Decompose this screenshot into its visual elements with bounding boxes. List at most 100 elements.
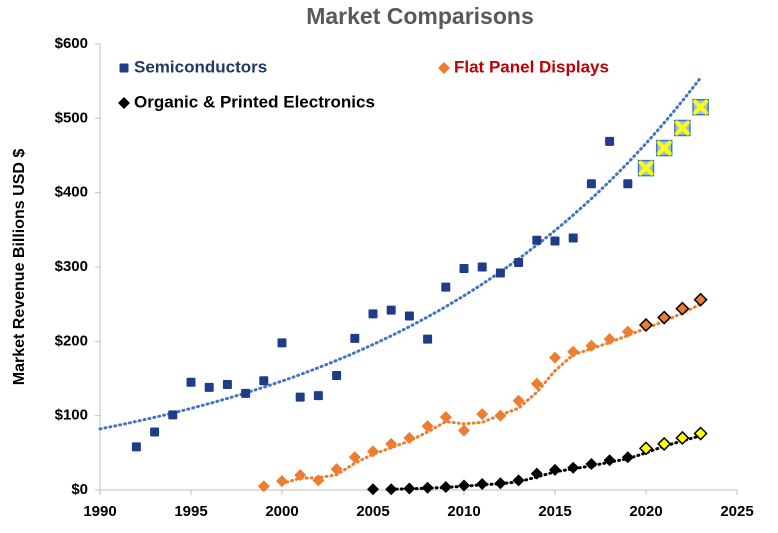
marker-shape — [294, 469, 307, 482]
marker-shape — [657, 436, 672, 451]
marker-shape — [532, 235, 542, 245]
marker — [675, 301, 690, 316]
marker-shape — [403, 482, 416, 495]
legend-label: Semiconductors — [134, 57, 267, 76]
marker-shape — [657, 310, 672, 325]
marker-shape — [605, 136, 615, 146]
marker-shape — [118, 97, 130, 109]
y-tick-label: $200 — [55, 332, 88, 349]
marker — [655, 139, 673, 157]
marker — [494, 409, 507, 422]
marker-shape — [332, 371, 342, 381]
marker-shape — [241, 388, 251, 398]
x-tick-label: 2020 — [629, 503, 662, 520]
marker-shape — [675, 430, 690, 446]
marker — [621, 325, 634, 338]
x-tick-label: 2000 — [265, 503, 298, 520]
marker — [423, 334, 433, 344]
y-tick-label: $100 — [55, 407, 88, 424]
marker — [514, 258, 524, 268]
marker — [550, 236, 560, 246]
y-tick-label: $400 — [55, 184, 88, 201]
marker-shape — [313, 391, 323, 401]
legend-label: Organic & Printed Electronics — [134, 92, 375, 111]
y-tick-label: $600 — [55, 35, 88, 52]
marker — [459, 263, 469, 273]
marker-shape — [186, 377, 196, 387]
marker-shape — [276, 475, 288, 488]
marker — [476, 478, 489, 491]
marker-shape — [330, 463, 343, 476]
x-tick-label: 1995 — [174, 503, 207, 520]
marker — [549, 351, 561, 364]
marker — [693, 426, 708, 441]
marker-shape — [204, 382, 214, 392]
marker — [421, 420, 434, 433]
marker — [403, 431, 416, 444]
marker-shape — [550, 236, 560, 246]
marker-shape — [603, 333, 616, 346]
marker — [332, 371, 342, 381]
marker-shape — [386, 305, 396, 315]
marker — [530, 467, 543, 480]
marker-shape — [441, 282, 451, 292]
trend-line — [389, 434, 703, 491]
marker — [367, 483, 379, 496]
y-axis-label: Market Revenue Billions USD $ — [11, 149, 28, 386]
marker — [567, 345, 580, 358]
marker — [675, 430, 690, 446]
marker — [439, 411, 452, 424]
marker-shape — [638, 441, 654, 456]
marker-x — [638, 160, 654, 176]
marker — [276, 475, 288, 488]
marker — [259, 376, 269, 386]
marker-shape — [458, 424, 470, 437]
marker-shape — [549, 351, 561, 364]
marker — [439, 481, 452, 494]
marker — [441, 282, 451, 292]
y-tick-label: $0 — [71, 481, 88, 498]
marker — [549, 463, 561, 476]
marker-shape — [585, 457, 598, 470]
marker-shape — [439, 411, 452, 424]
marker-shape — [295, 392, 305, 402]
marker — [605, 136, 615, 146]
marker — [438, 62, 450, 74]
marker-shape — [257, 480, 270, 493]
marker-shape — [494, 477, 507, 490]
marker — [186, 377, 196, 387]
chart-title: Market Comparisons — [306, 3, 534, 29]
marker-shape — [494, 409, 507, 422]
marker — [330, 463, 343, 476]
x-tick-label: 2010 — [447, 503, 480, 520]
marker-x — [674, 120, 690, 136]
marker — [222, 379, 232, 389]
marker-shape — [530, 377, 543, 390]
marker-shape — [567, 345, 580, 358]
marker — [348, 451, 361, 464]
marker-x — [693, 99, 709, 115]
marker — [313, 391, 323, 401]
marker — [603, 333, 616, 346]
marker — [350, 333, 360, 343]
marker-shape — [568, 233, 578, 243]
marker-shape — [348, 451, 361, 464]
marker-shape — [119, 63, 129, 73]
marker — [403, 482, 416, 495]
x-tick-label: 2025 — [720, 503, 753, 520]
x-tick-label: 2015 — [538, 503, 571, 520]
y-tick-label: $300 — [55, 258, 88, 275]
marker — [277, 338, 287, 348]
marker — [568, 233, 578, 243]
marker-shape — [404, 311, 414, 321]
marker-shape — [423, 334, 433, 344]
marker-shape — [512, 394, 525, 407]
marker-shape — [549, 463, 561, 476]
marker — [458, 424, 470, 437]
marker — [295, 392, 305, 402]
marker — [494, 477, 507, 490]
marker — [204, 382, 214, 392]
marker — [637, 159, 655, 177]
marker-shape — [150, 427, 160, 437]
marker-shape — [438, 62, 450, 74]
